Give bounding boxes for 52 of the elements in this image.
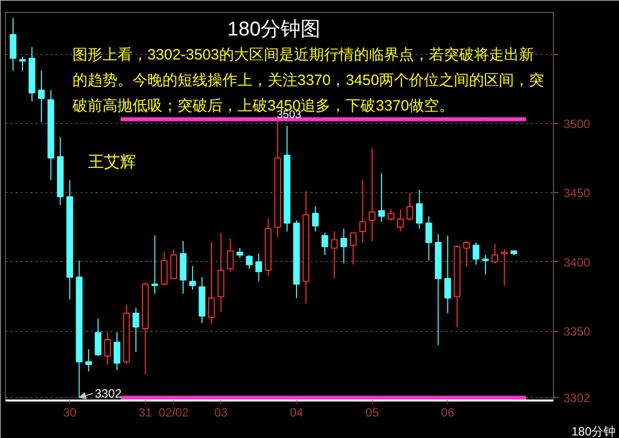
candlestick xyxy=(406,192,414,221)
x-tick-label: 30 xyxy=(63,406,77,420)
candlestick xyxy=(170,248,178,280)
y-tick-label: 3450 xyxy=(564,186,591,200)
candlestick xyxy=(10,18,16,72)
candlestick xyxy=(94,318,102,357)
candlestick xyxy=(85,348,92,372)
chart-title: 180分钟图 xyxy=(227,18,321,40)
x-tick-label: 04 xyxy=(290,406,304,420)
candlestick xyxy=(189,266,196,290)
candlestick xyxy=(114,332,120,371)
y-tick-label: 3400 xyxy=(564,255,591,270)
candlestick xyxy=(359,180,366,244)
candlestick xyxy=(350,232,357,266)
candlestick xyxy=(492,243,498,264)
x-tick-label: 02/02 xyxy=(158,406,190,420)
candlestick xyxy=(160,252,168,286)
candlestick xyxy=(416,189,423,230)
x-tick-label: 31 xyxy=(138,406,152,420)
candlestick xyxy=(330,230,338,280)
candlestick xyxy=(132,307,140,352)
candlestick xyxy=(463,240,470,267)
candlestick xyxy=(482,254,489,275)
candlestick xyxy=(246,254,253,270)
candlestick xyxy=(151,235,158,294)
x-tick-label: 03 xyxy=(214,406,228,420)
candlestick xyxy=(312,206,319,232)
candlestick xyxy=(227,238,234,272)
candlestick xyxy=(38,70,45,122)
annotation: 王艾辉 xyxy=(88,153,136,172)
y-tick-label: 3302 xyxy=(564,391,591,406)
candlestick xyxy=(472,242,480,266)
candlestick xyxy=(340,228,348,264)
candlestick xyxy=(104,332,111,365)
x-tick-label: 05 xyxy=(365,406,380,420)
candlestick xyxy=(444,235,452,314)
candlestick xyxy=(388,208,394,221)
text: 180分钟 xyxy=(572,424,616,438)
candlestick xyxy=(208,242,215,325)
candlestick xyxy=(236,248,244,258)
candlestick xyxy=(378,172,385,222)
candlestick xyxy=(397,208,404,232)
candlestick xyxy=(501,248,508,286)
candlestick xyxy=(368,148,376,242)
candlestick xyxy=(255,253,262,282)
y-tick-label: 3500 xyxy=(564,116,591,131)
candlestick xyxy=(322,232,328,256)
annotation: 3302 xyxy=(94,386,122,400)
candlestick xyxy=(19,56,26,72)
y-tick-label: 3350 xyxy=(564,324,591,339)
x-tick-label: 06 xyxy=(441,406,455,420)
candlestick xyxy=(425,216,432,262)
